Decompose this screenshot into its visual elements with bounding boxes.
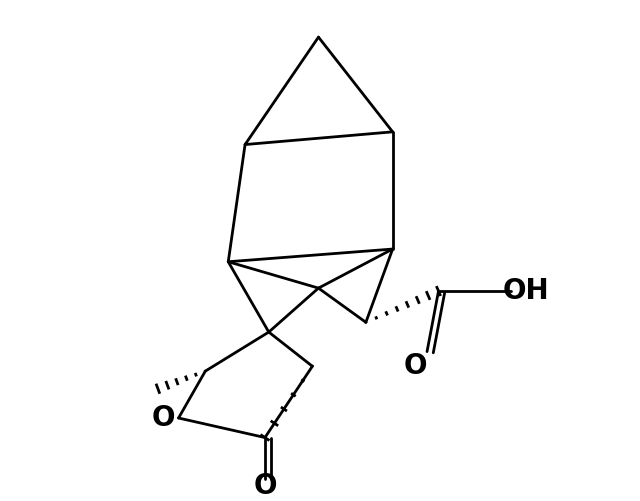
Text: OH: OH — [503, 277, 550, 305]
Text: O: O — [152, 404, 175, 432]
Text: O: O — [404, 352, 428, 380]
Text: O: O — [253, 472, 276, 500]
